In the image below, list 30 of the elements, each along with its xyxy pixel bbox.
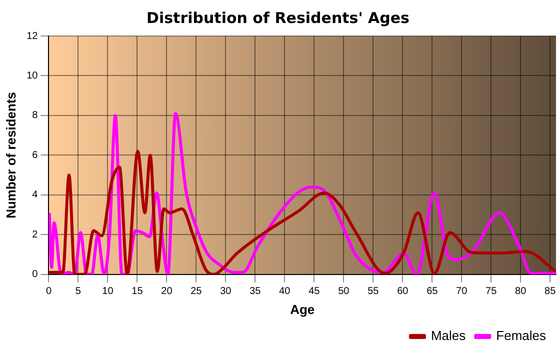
y-tick-label: 4	[32, 190, 38, 201]
x-tick-label: 25	[190, 286, 202, 298]
x-tick-label: 65	[426, 286, 438, 298]
x-tick-label: 45	[308, 286, 320, 298]
x-tick-label: 30	[220, 286, 232, 298]
x-tick-label: 35	[250, 286, 262, 298]
x-tick-label: 85	[544, 286, 556, 298]
chart-title: Distribution of Residents' Ages	[146, 8, 410, 27]
y-tick-label: 10	[26, 70, 38, 82]
x-tick-label: 80	[515, 286, 527, 298]
y-tick-label: 0	[32, 269, 38, 280]
x-tick-label: 50	[338, 286, 350, 298]
x-tick-label: 75	[486, 286, 498, 298]
legend-label: Males	[430, 328, 466, 344]
x-tick-label: 20	[161, 286, 173, 298]
x-tick-label: 10	[102, 286, 114, 298]
x-axis-title: Age	[290, 302, 315, 317]
x-tick-label: 70	[456, 286, 468, 298]
x-tick-label: 15	[132, 286, 144, 298]
y-axis-title: Number of residents	[3, 92, 18, 218]
y-tick-label: 6	[32, 150, 38, 161]
y-tick-label: 2	[32, 229, 38, 240]
y-tick-label: 8	[32, 110, 38, 122]
x-tick-label: 60	[397, 286, 409, 298]
x-tick-label: 55	[368, 286, 380, 298]
x-tick-label: 0	[46, 286, 52, 298]
y-tick-label: 12	[26, 30, 38, 42]
x-tick-label: 5	[75, 286, 82, 298]
x-tick-label: 40	[279, 286, 291, 298]
legend-label: Females	[496, 328, 546, 344]
